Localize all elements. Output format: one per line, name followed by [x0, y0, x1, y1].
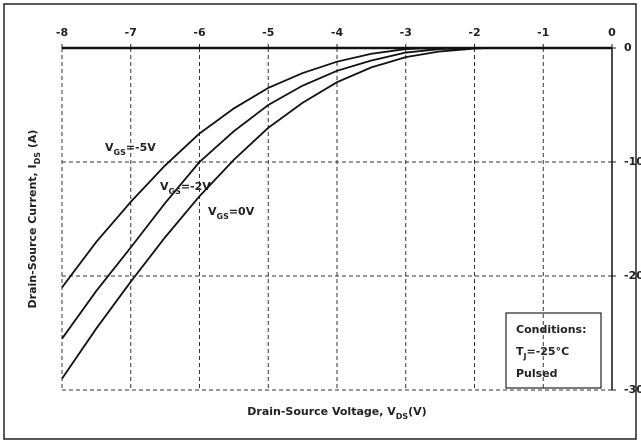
y-tick-label: -30: [624, 383, 641, 396]
x-tick-label: -4: [331, 26, 344, 39]
series-label-part: V: [160, 180, 169, 193]
x-tick-label: -3: [400, 26, 412, 39]
conditions-line-part: Conditions:: [516, 323, 586, 336]
x-tick-label: -6: [193, 26, 206, 39]
x-axis-label: Drain-Source Voltage, VDS(V): [247, 405, 426, 421]
series-label-part: V: [105, 141, 114, 154]
x-tick-label: -5: [262, 26, 274, 39]
conditions-line: Pulsed: [516, 367, 558, 380]
series-label-part: =0V: [229, 205, 255, 218]
x-axis-label-part: DS: [396, 412, 409, 421]
x-tick-label: -1: [537, 26, 549, 39]
x-tick-label: -7: [125, 26, 137, 39]
conditions-line-part: Pulsed: [516, 367, 558, 380]
series-label-part: GS: [217, 212, 230, 221]
x-tick-label: 0: [608, 26, 616, 39]
conditions-line: TJ=-25°C: [516, 345, 569, 361]
x-axis-label-part: Drain-Source Voltage, V: [247, 405, 396, 418]
y-axis-label-part: (A): [26, 130, 39, 152]
series-label-part: V: [208, 205, 217, 218]
conditions-line-part: T: [516, 345, 524, 358]
series-label: VGS=0V: [208, 205, 255, 221]
series-label-part: GS: [114, 148, 127, 157]
series-line: [61, 47, 489, 380]
series-label-part: =-5V: [126, 141, 156, 154]
y-axis-label-part: DS: [33, 152, 42, 165]
series-label: VGS=-2V: [160, 180, 211, 196]
x-tick-label: -2: [468, 26, 480, 39]
y-tick-label: -20: [624, 269, 641, 282]
conditions-line: Conditions:: [516, 323, 586, 336]
series-label-part: =-2V: [181, 180, 211, 193]
series-label-part: GS: [169, 187, 182, 196]
conditions-line-part: =-25°C: [527, 345, 570, 358]
y-axis-label-part: Drain-Source Current, I: [26, 164, 39, 308]
y-axis-label: Drain-Source Current, IDS (A): [26, 130, 42, 309]
conditions-line-part: J: [523, 352, 527, 361]
x-tick-label: -8: [56, 26, 68, 39]
frame: [3, 3, 637, 440]
series-label: VGS=-5V: [105, 141, 156, 157]
conditions-box: [505, 312, 602, 389]
series-line: [61, 47, 441, 288]
x-axis-label-part: (V): [408, 405, 427, 418]
y-tick-label: -10: [624, 155, 641, 168]
series-line: [61, 47, 475, 340]
y-tick-label: 0: [624, 41, 632, 54]
